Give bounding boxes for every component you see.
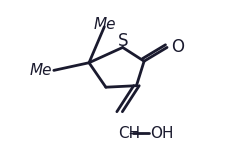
Text: —: — [128, 126, 143, 141]
Text: O: O [171, 38, 184, 56]
Text: Me: Me [94, 17, 116, 32]
Text: OH: OH [150, 126, 174, 141]
Text: S: S [117, 32, 128, 50]
Text: Me: Me [30, 63, 52, 78]
Text: CH: CH [118, 126, 140, 141]
